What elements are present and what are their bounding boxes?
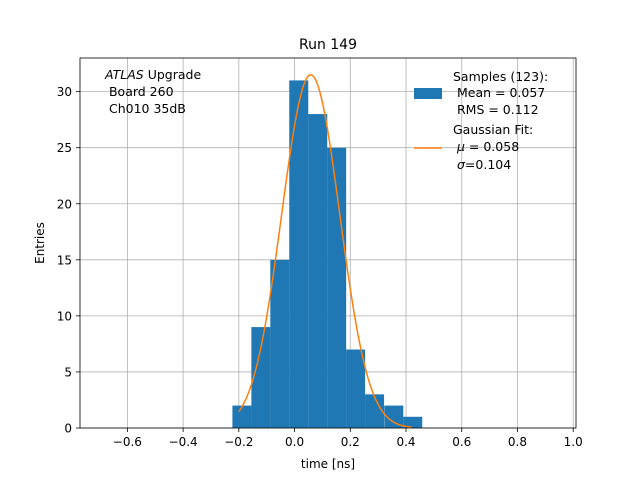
gaussian-fit-curve [238,74,412,428]
x-tick-label: 0.8 [508,435,527,449]
x-tick-label: 0.6 [452,435,471,449]
legend-fit-sigma-value: 0.104 [475,157,511,172]
legend-samples-swatch [414,88,442,99]
histogram-bar [403,416,423,428]
legend-fit-title: Gaussian Fit: [453,122,533,137]
atlas-upgrade-label: Upgrade [144,67,202,82]
chart-title: Run 149 [299,37,357,53]
legend: Samples (123): Mean = 0.057 RMS = 0.112 … [414,69,548,172]
y-tick-label: 15 [57,253,72,267]
legend-fit-sigma: σ=0.104 [453,157,511,172]
legend-fit-mu-value: 0.058 [483,139,519,154]
legend-samples-mean: Mean = 0.057 [453,85,545,100]
histogram-bar [384,405,404,428]
x-tick-label: −0.4 [169,435,198,449]
channel-label: Ch010 35dB [105,101,186,116]
svg-text:ATLAS Upgrade: ATLAS Upgrade [104,67,201,82]
histogram-bar [327,147,347,429]
x-axis-label: time [ns] [301,457,355,471]
x-axis-ticks: −0.6 −0.4 −0.2 0.0 0.2 0.4 0.6 0.8 1.0 [113,428,583,449]
y-tick-label: 30 [57,85,72,99]
histogram-bar [251,327,271,428]
legend-fit-mu: μ = 0.058 [453,139,519,154]
x-tick-label: 1.0 [564,435,583,449]
x-tick-label: 0.4 [396,435,415,449]
histogram-bar [270,259,290,428]
x-tick-label: −0.2 [224,435,253,449]
histogram-bar [232,405,252,428]
y-tick-label: 5 [64,365,72,379]
atlas-label: ATLAS [104,67,144,82]
x-tick-label: 0.0 [285,435,304,449]
y-axis-label: Entries [33,222,47,264]
y-tick-label: 20 [57,197,72,211]
histogram-bars [232,80,423,429]
histogram-bar [308,114,328,428]
y-axis-ticks: 0 5 10 15 20 25 30 [57,85,80,436]
legend-samples-title: Samples (123): [453,69,548,84]
x-tick-label: 0.2 [341,435,360,449]
board-label: Board 260 [105,84,174,99]
legend-samples-rms: RMS = 0.112 [453,102,539,117]
histogram-bar [346,349,366,428]
y-tick-label: 25 [57,141,72,155]
x-tick-label: −0.6 [113,435,142,449]
axes-frame [79,57,577,429]
histogram-bar [289,80,309,428]
y-tick-label: 0 [64,422,72,436]
y-tick-label: 10 [57,309,72,323]
atlas-annotation: ATLAS Upgrade Board 260 Ch010 35dB [104,67,201,116]
histogram-bar [365,394,385,428]
